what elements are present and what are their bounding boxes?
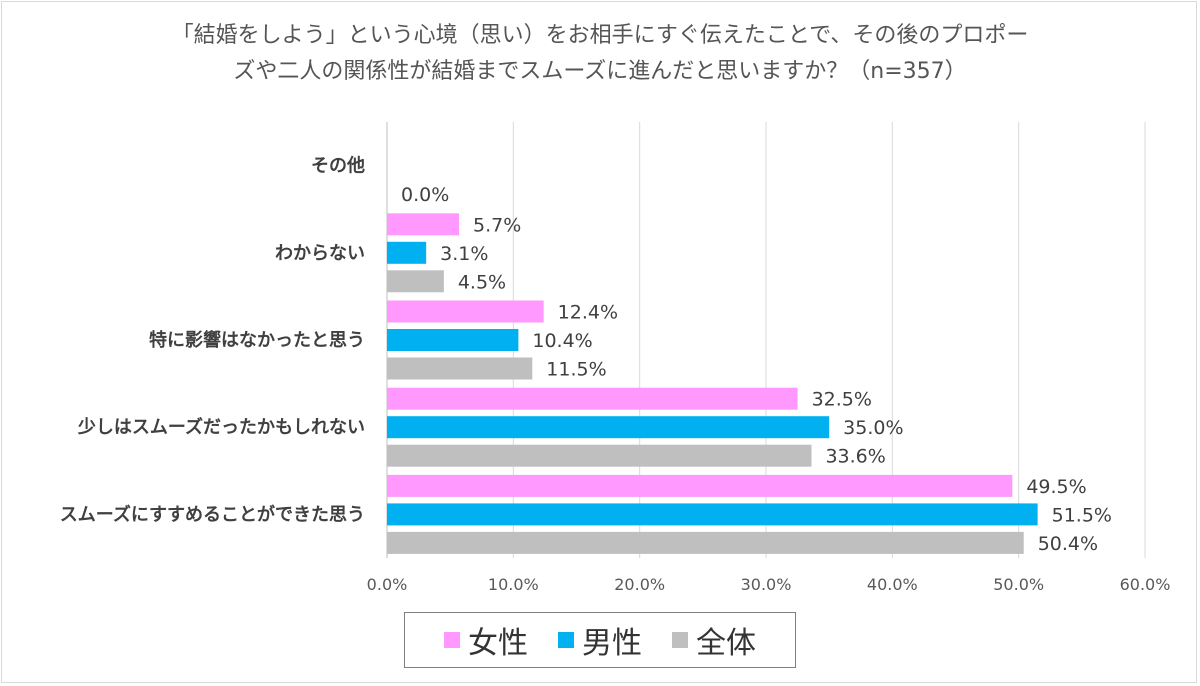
data-label: 5.7% [473, 214, 521, 236]
legend: 女性 男性 全体 [404, 612, 796, 668]
category-label: 特に影響はなかったと思う [149, 329, 365, 351]
legend-item-male: 男性 [558, 618, 642, 662]
legend-swatch-female [444, 632, 460, 648]
data-label: 50.4% [1038, 533, 1098, 555]
data-label: 4.5% [458, 271, 506, 293]
category-label: わからない [275, 243, 365, 264]
x-tick-label: 50.0% [993, 575, 1044, 594]
chart-title-line-2: ズや二人の関係性が結婚までスムーズに進んだと思いますか？（n=357） [233, 59, 967, 84]
data-label: 10.4% [532, 330, 592, 352]
bar [387, 416, 830, 439]
bar [387, 387, 798, 410]
bar [387, 357, 533, 380]
category-label: 少しはスムーズだったかもしれない [77, 416, 365, 438]
legend-swatch-male [558, 632, 574, 648]
data-label: 11.5% [546, 359, 606, 381]
bar [387, 531, 1024, 554]
legend-swatch-total [672, 632, 688, 648]
x-tick-label: 0.0% [367, 575, 408, 594]
x-tick-label: 10.0% [488, 575, 539, 594]
bar [387, 270, 444, 293]
chart-title-line-1: 「結婚をしよう」という心境（思い）をお相手にすぐ伝えたことで、その後のプロポー [171, 23, 1029, 48]
legend-item-total: 全体 [672, 618, 756, 662]
bar [387, 503, 1038, 526]
bar [387, 300, 544, 323]
category-label: その他 [311, 155, 365, 177]
bar [387, 241, 427, 264]
data-label: 51.5% [1052, 504, 1112, 526]
data-label: 0.0% [401, 184, 449, 206]
x-tick-label: 30.0% [741, 575, 792, 594]
legend-label-female: 女性 [468, 626, 528, 661]
x-tick-label: 60.0% [1120, 575, 1171, 594]
x-tick-label: 40.0% [867, 575, 918, 594]
bar [387, 213, 460, 236]
bar [387, 329, 519, 351]
x-tick-label: 20.0% [614, 575, 665, 594]
bar [387, 444, 812, 467]
data-label: 3.1% [440, 243, 488, 265]
data-label: 33.6% [825, 446, 885, 468]
chart-title: 「結婚をしよう」という心境（思い）をお相手にすぐ伝えたことで、その後のプロポー … [0, 18, 1200, 90]
data-label: 12.4% [558, 302, 618, 324]
data-label: 35.0% [843, 417, 903, 439]
category-label: スムーズにすすめることができた思う [60, 503, 365, 525]
bar [387, 474, 1013, 497]
data-label: 32.5% [812, 389, 872, 411]
legend-label-male: 男性 [582, 626, 642, 661]
legend-label-total: 全体 [696, 626, 756, 661]
legend-item-female: 女性 [444, 618, 528, 662]
data-label: 49.5% [1026, 476, 1086, 498]
